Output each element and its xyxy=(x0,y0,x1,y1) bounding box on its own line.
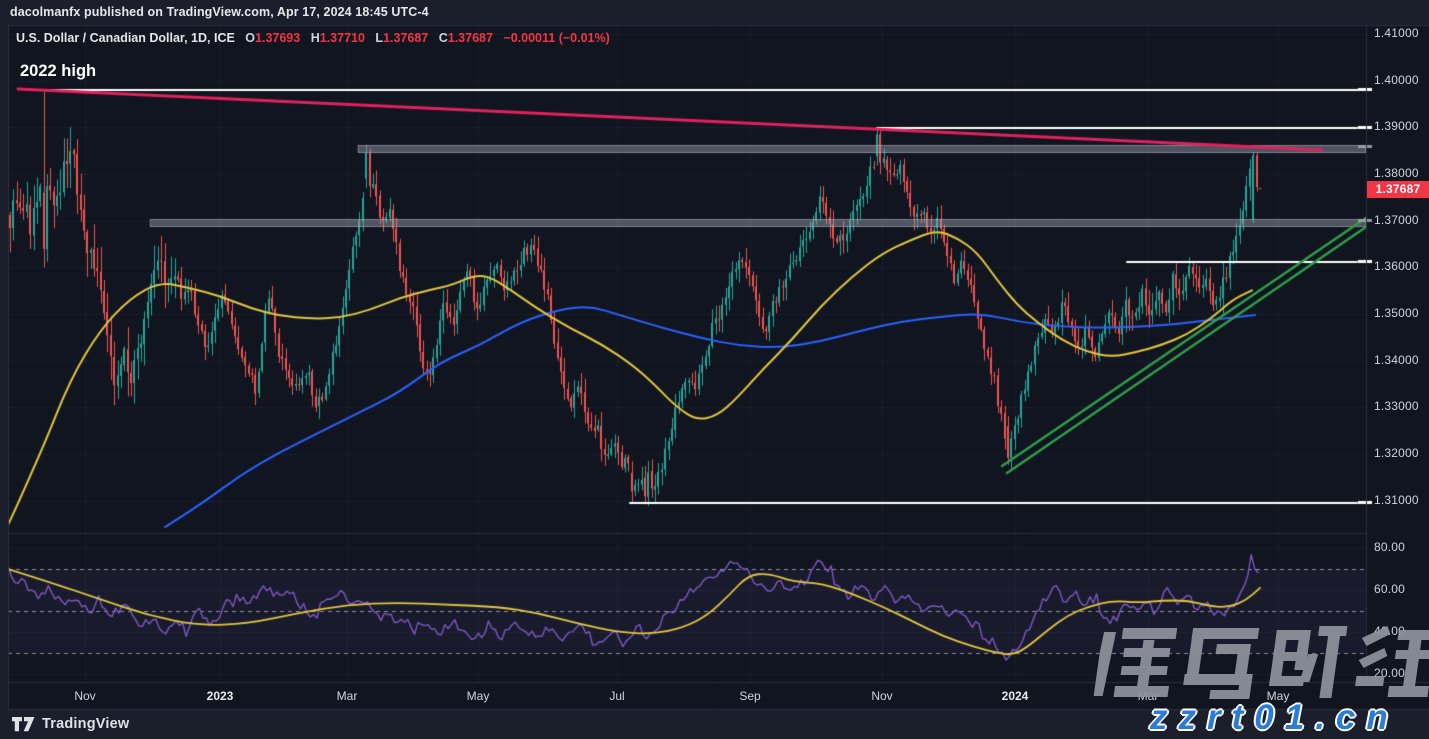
low-value: 1.37687 xyxy=(383,31,429,45)
time-axis-label: 2024 xyxy=(1001,689,1029,703)
symbol-title[interactable]: U.S. Dollar / Canadian Dollar, 1D, ICE xyxy=(16,31,235,45)
price-axis-label: 1.31000 xyxy=(1374,493,1419,507)
rsi-axis-label: 80.00 xyxy=(1374,540,1406,554)
price-axis-label: 1.34000 xyxy=(1374,353,1419,367)
attribution-bar: dacolmanfx published on TradingView.com,… xyxy=(0,0,1429,25)
price-axis-label: 1.35000 xyxy=(1374,306,1419,320)
site-watermark: zzrt01.cn xyxy=(1150,698,1399,737)
change-value: −0.00011 (−0.01%) xyxy=(503,31,610,45)
open-label: O xyxy=(245,31,256,45)
tradingview-label: TradingView xyxy=(42,716,130,732)
close-label: C xyxy=(438,31,448,45)
chart-area: U.S. Dollar / Canadian Dollar, 1D, ICE O… xyxy=(8,25,1429,710)
attribution-text: dacolmanfx published on TradingView.com,… xyxy=(10,5,429,19)
symbol-legend: U.S. Dollar / Canadian Dollar, 1D, ICE O… xyxy=(16,31,610,45)
time-axis-label: May xyxy=(1266,689,1290,703)
price-axis-label: 1.41000 xyxy=(1374,26,1419,40)
time-axis-label: Jul xyxy=(609,689,625,703)
cjk-glyph-icon xyxy=(1355,626,1429,697)
price-chart-canvas[interactable] xyxy=(8,25,1429,710)
time-axis-label: 2023 xyxy=(206,689,234,703)
price-axis-label: 1.39000 xyxy=(1374,119,1419,133)
high-label: H xyxy=(310,31,320,45)
price-axis-label: 1.38000 xyxy=(1374,166,1419,180)
annotation-2022-high[interactable]: 2022 high xyxy=(20,62,97,80)
price-axis-label: 1.36000 xyxy=(1374,259,1419,273)
cjk-glyph-icon xyxy=(1183,628,1260,699)
cjk-glyph-icon xyxy=(1269,626,1348,698)
time-axis-label: Sep xyxy=(739,689,761,703)
chinese-watermark xyxy=(1092,624,1429,706)
last-price-badge: 1.37687 xyxy=(1367,181,1429,198)
price-axis-label: 1.40000 xyxy=(1374,73,1419,87)
cjk-glyph-icon xyxy=(1092,628,1178,697)
price-axis[interactable]: 1.41000 1.40000 1.39000 1.38000 1.37000 1.360… xyxy=(1366,25,1429,682)
high-value: 1.37710 xyxy=(319,31,365,45)
price-axis-label: 1.32000 xyxy=(1374,446,1419,460)
time-axis-label: May xyxy=(466,689,490,703)
tradingview-logo[interactable]: TradingView xyxy=(12,713,129,735)
tradingview-icon xyxy=(12,716,35,731)
time-axis-label: Mar xyxy=(336,689,358,703)
close-value: 1.37687 xyxy=(447,31,493,45)
open-value: 1.37693 xyxy=(255,31,301,45)
price-axis-label: 1.33000 xyxy=(1374,399,1419,413)
low-label: L xyxy=(375,31,384,45)
time-axis-label: Nov xyxy=(871,689,893,703)
rsi-axis-label: 60.00 xyxy=(1374,582,1406,596)
time-axis-label: Nov xyxy=(74,689,96,703)
price-axis-label: 1.37000 xyxy=(1374,213,1419,227)
